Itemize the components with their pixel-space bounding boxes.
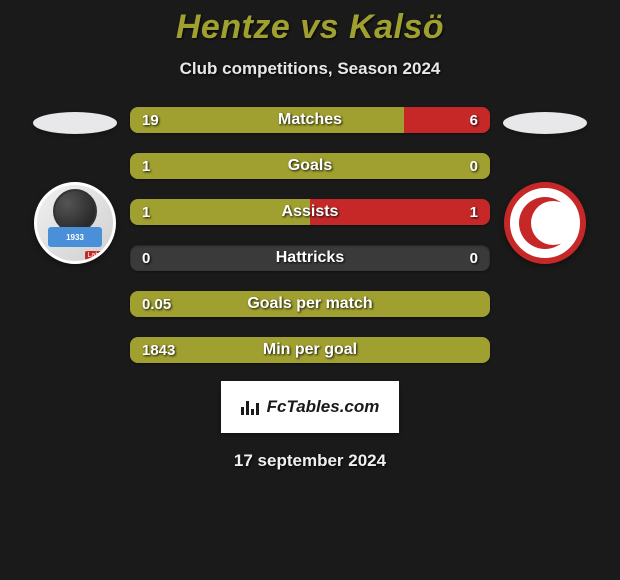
stat-left-value: 1	[142, 199, 150, 225]
stat-bar: Matches19 6	[130, 107, 490, 133]
logo-banner: 1933	[48, 227, 102, 247]
stat-bars: Matches196Goals10Assists11Hattricks00Goa…	[130, 107, 490, 363]
stat-label: Assists	[130, 199, 490, 225]
comparison-content: 1933 Labod Matches196Goals10Assists11Hat…	[0, 107, 620, 363]
stat-bar: Goals per match0.05	[130, 291, 490, 317]
stat-left-value: 0	[142, 245, 150, 271]
footer: FcTables.com 17 september 2024	[0, 381, 620, 471]
stat-label: Goals per match	[130, 291, 490, 317]
left-team-logo: 1933 Labod	[34, 182, 116, 264]
stat-right-value: 0	[470, 153, 478, 179]
stat-left-value: 19	[142, 107, 159, 133]
stat-label: Matches	[130, 107, 490, 133]
stat-label: Goals	[130, 153, 490, 179]
stat-label: Hattricks	[130, 245, 490, 271]
right-team-logo	[504, 182, 586, 264]
stat-right-value: 6	[470, 107, 478, 133]
stat-right-value: 1	[470, 199, 478, 225]
stat-right-value: 0	[470, 245, 478, 271]
stat-bar: Goals1 0	[130, 153, 490, 179]
subtitle: Club competitions, Season 2024	[0, 59, 620, 79]
stat-label: Min per goal	[130, 337, 490, 363]
bar-chart-icon	[241, 399, 261, 415]
stat-left-value: 1843	[142, 337, 175, 363]
shadow-ellipse-icon	[33, 112, 117, 134]
right-team-column	[490, 107, 600, 264]
stat-bar: Hattricks0 0	[130, 245, 490, 271]
date-text: 17 september 2024	[234, 451, 386, 471]
stat-left-value: 1	[142, 153, 150, 179]
fctables-badge: FcTables.com	[221, 381, 400, 433]
crescent-icon	[519, 197, 571, 249]
shadow-ellipse-icon	[503, 112, 587, 134]
stat-left-value: 0.05	[142, 291, 171, 317]
fctables-label: FcTables.com	[267, 397, 380, 417]
page-title: Hentze vs Kalsö	[0, 8, 620, 47]
stat-bar: Assists1 1	[130, 199, 490, 225]
left-team-column: 1933 Labod	[20, 107, 130, 264]
labod-tag: Labod	[85, 251, 110, 260]
stat-bar: Min per goal1843	[130, 337, 490, 363]
